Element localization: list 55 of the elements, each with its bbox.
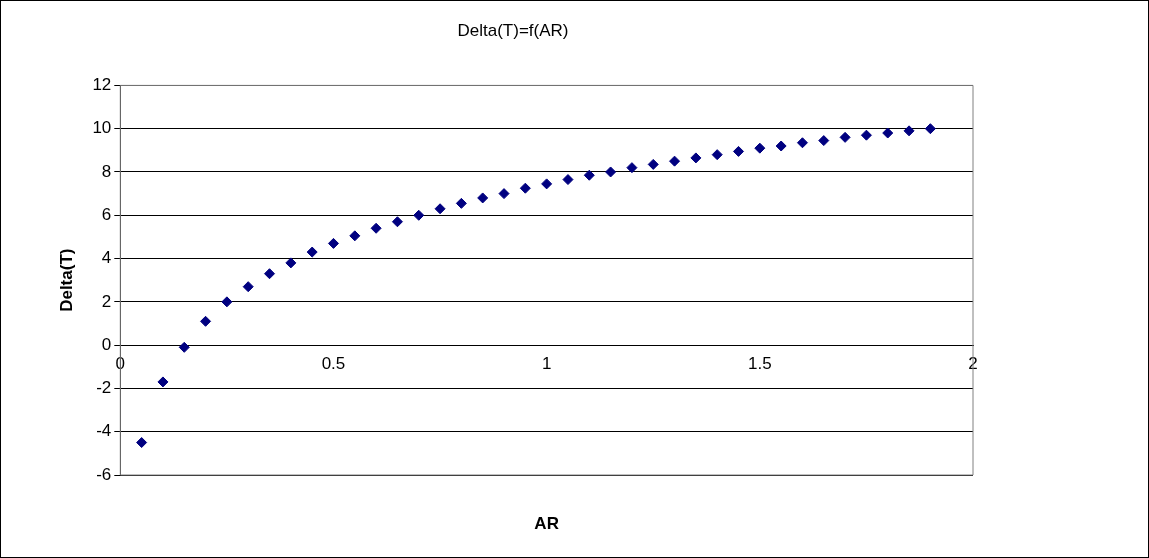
point bbox=[477, 192, 489, 204]
y-tick-label: -4 bbox=[96, 421, 112, 441]
point bbox=[541, 178, 553, 190]
point bbox=[711, 149, 723, 161]
point bbox=[434, 203, 446, 215]
point bbox=[924, 123, 936, 135]
y-tick-label: -2 bbox=[96, 378, 112, 398]
point bbox=[455, 197, 467, 209]
y-tick-label: -6 bbox=[96, 464, 112, 484]
point bbox=[669, 155, 681, 167]
point bbox=[796, 137, 808, 149]
point bbox=[882, 127, 894, 139]
point bbox=[860, 129, 872, 141]
y-tick-label: 12 bbox=[92, 75, 112, 95]
point bbox=[136, 437, 148, 449]
point bbox=[583, 169, 595, 181]
point bbox=[264, 268, 276, 280]
point bbox=[242, 281, 254, 293]
y-tick-label: 4 bbox=[101, 248, 112, 268]
point bbox=[519, 182, 531, 194]
chart-title: Delta(T)=f(AR) bbox=[457, 20, 569, 40]
x-tick-label: 2 bbox=[968, 354, 978, 374]
y-tick-label: 8 bbox=[101, 161, 112, 181]
y-axis-title: Delta(T) bbox=[56, 248, 76, 312]
point bbox=[370, 222, 382, 234]
y-tick-label: 0 bbox=[101, 334, 112, 354]
point bbox=[733, 145, 745, 157]
point bbox=[903, 125, 915, 137]
point bbox=[157, 376, 169, 388]
point bbox=[690, 152, 702, 164]
point bbox=[413, 209, 425, 221]
point bbox=[221, 296, 233, 308]
point bbox=[200, 315, 212, 327]
point bbox=[605, 166, 617, 178]
point bbox=[498, 188, 510, 200]
point bbox=[178, 341, 190, 353]
point bbox=[391, 216, 403, 228]
point bbox=[647, 158, 659, 170]
point bbox=[306, 246, 318, 258]
x-axis-title: AR bbox=[534, 514, 559, 533]
point bbox=[754, 142, 766, 154]
x-tick-label: 1.5 bbox=[748, 354, 772, 374]
point bbox=[562, 174, 574, 186]
point bbox=[327, 237, 339, 249]
y-tick-label: 6 bbox=[101, 204, 112, 224]
point bbox=[818, 135, 830, 147]
point bbox=[285, 257, 297, 269]
y-tick-label: 10 bbox=[92, 118, 112, 138]
y-tick-label: 2 bbox=[101, 291, 112, 311]
point bbox=[775, 140, 787, 152]
point bbox=[626, 162, 638, 174]
point bbox=[839, 131, 851, 143]
x-tick-label: 1 bbox=[541, 354, 552, 374]
point bbox=[349, 230, 361, 242]
x-tick-label: 0.5 bbox=[321, 354, 346, 374]
